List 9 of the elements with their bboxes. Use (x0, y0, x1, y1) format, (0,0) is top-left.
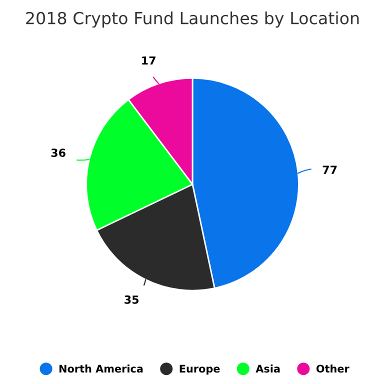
legend-label: Asia (256, 364, 280, 373)
data-label: 36 (51, 148, 66, 157)
legend-label: Other (316, 364, 350, 373)
data-label: 17 (142, 56, 156, 65)
data-label: 77 (322, 166, 337, 174)
legend-label: Europe (180, 364, 220, 375)
chart-title: 2018 Crypto Fund Launches by Location (26, 12, 359, 28)
data-label: 35 (124, 295, 139, 304)
legend-label: North America (60, 364, 143, 373)
